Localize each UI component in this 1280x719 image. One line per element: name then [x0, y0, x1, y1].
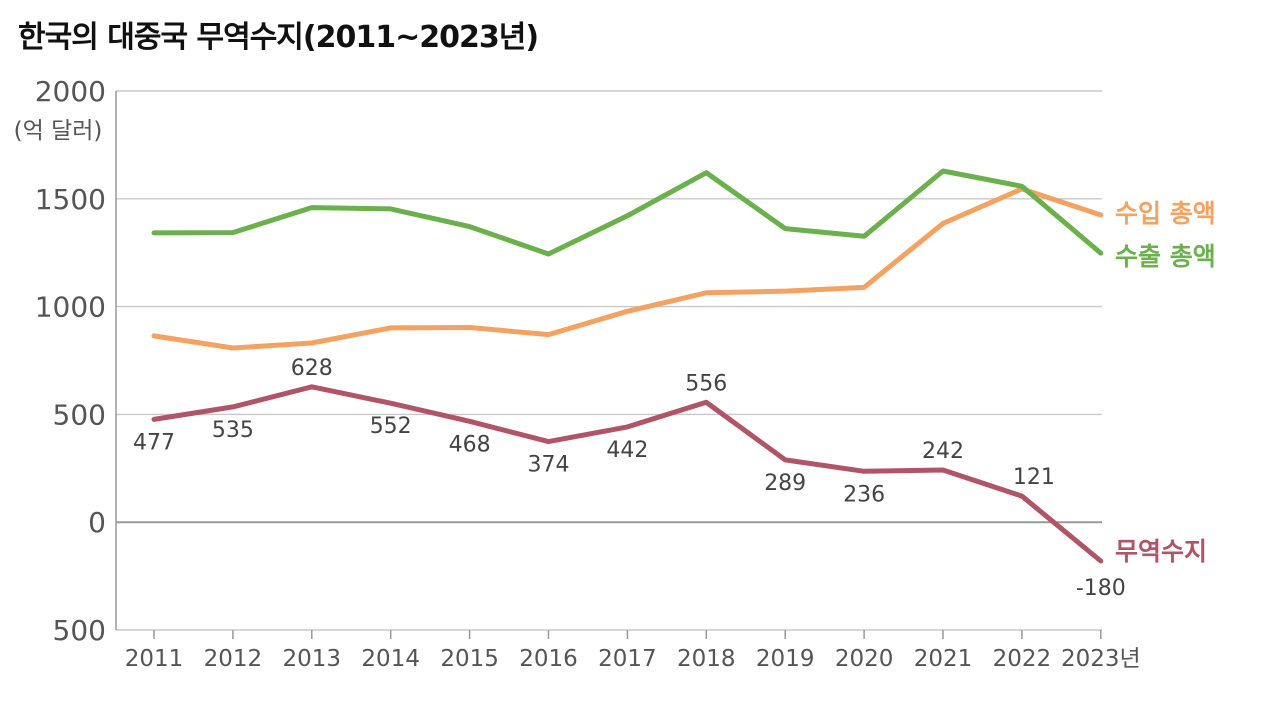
y-tick-label: 2000 [35, 75, 106, 108]
x-tick-label: 2012 [204, 646, 263, 672]
chart-title: 한국의 대중국 무역수지(2011~2023년) [18, 20, 539, 55]
x-tick-label: 2022 [993, 646, 1052, 672]
data-label: 535 [212, 418, 254, 443]
y-tick-label: 0 [88, 506, 106, 539]
data-label: 552 [370, 414, 412, 439]
series-line-2 [151, 384, 1104, 564]
series-label: 수출 총액 [1115, 242, 1216, 271]
y-tick-label: 1000 [35, 291, 106, 324]
data-label: 442 [606, 438, 648, 463]
y-tick-label: 500 [53, 614, 106, 647]
x-tick-label: 2017 [598, 646, 657, 672]
series-label: 수입 총액 [1115, 199, 1216, 228]
data-label: 374 [528, 453, 570, 478]
x-tick-label: 2020 [835, 646, 894, 672]
x-tick-label: 2011 [125, 646, 184, 672]
data-label: 468 [449, 432, 491, 457]
x-tick-label: 2018 [677, 646, 736, 672]
data-label: -180 [1076, 576, 1126, 601]
data-label: 556 [685, 371, 727, 396]
data-label: 121 [1013, 465, 1055, 490]
y-tick-label: 1500 [35, 183, 106, 216]
x-tick-label: 2016 [519, 646, 578, 672]
x-tick-label: 2019 [756, 646, 815, 672]
data-label: 289 [764, 471, 806, 496]
x-tick-label: 2023년 [1061, 646, 1141, 672]
x-tick-label: 2021 [914, 646, 973, 672]
data-label: 236 [843, 482, 885, 507]
y-tick-label: 500 [53, 398, 106, 431]
series-line-1 [151, 168, 1104, 257]
data-label: 477 [133, 430, 175, 455]
series-label: 무역수지 [1115, 537, 1207, 566]
x-tick-label: 2013 [283, 646, 342, 672]
y-axis-label: (억 달러) [14, 118, 103, 144]
data-label: 628 [291, 356, 333, 381]
series-line-0 [151, 186, 1104, 351]
x-tick-label: 2015 [440, 646, 499, 672]
data-label: 242 [922, 439, 964, 464]
x-tick-label: 2014 [361, 646, 420, 672]
